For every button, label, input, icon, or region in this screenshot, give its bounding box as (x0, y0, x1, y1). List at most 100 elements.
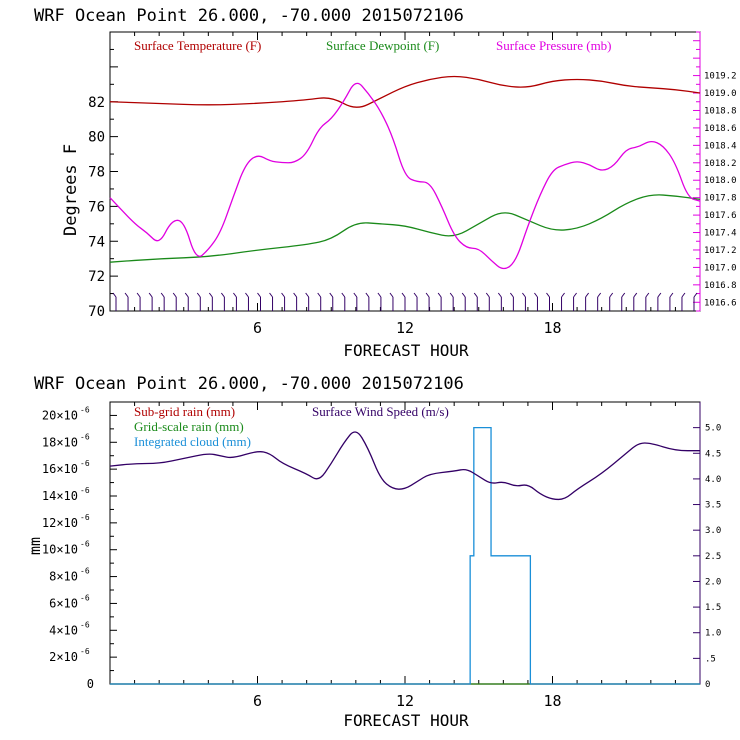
wind-barb-flag (341, 292, 346, 298)
y2-tick-label: 1017.4 (704, 229, 737, 239)
y2-tick-label: 1016.8 (704, 281, 737, 291)
bottom-legend: Sub-grid rain (mm) Surface Wind Speed (m… (134, 404, 449, 449)
wind-barb-flag (220, 292, 225, 298)
wind-barb-flag (377, 292, 382, 298)
top-chart-title: WRF Ocean Point 26.000, -70.000 20150721… (34, 6, 464, 26)
y2-tick-label: 1019.0 (704, 89, 737, 99)
bottom-chart-title: WRF Ocean Point 26.000, -70.000 20150721… (34, 374, 464, 394)
wind-barb-flag (573, 292, 577, 298)
y-tick-label: 2×10 (49, 650, 78, 664)
y2-tick-label: 3.5 (705, 501, 721, 511)
y2-tick-label: 1.0 (705, 629, 721, 639)
wind-barb-flag (269, 292, 273, 298)
wind-barb-flag (425, 292, 430, 298)
wind-barb-flag (597, 292, 602, 298)
top-right-axis: 1016.6 1016.8 1017.0 1017.2 1017.4 1017.6 1017… (693, 31, 737, 312)
y2-tick-label: 1016.6 (704, 298, 737, 308)
wind-barb-flag (681, 292, 686, 298)
x-tick-label: 6 (253, 692, 262, 710)
wind-barb-flag (546, 292, 550, 298)
pressure-line (109, 82, 701, 270)
y-tick-exponent: -6 (80, 486, 90, 495)
y-tick-label: 20×10 (42, 408, 78, 422)
y-tick-exponent: -6 (80, 620, 90, 629)
wind-barbs (112, 292, 698, 311)
y2-tick-label: 1018.4 (704, 141, 737, 151)
y-tick-label: 14×10 (42, 489, 78, 503)
wind-barb-flag (497, 292, 502, 298)
y-tick-label: 72 (88, 269, 105, 285)
integrated-cloud-line (110, 426, 700, 685)
temperature-line (109, 75, 701, 108)
legend-dewpoint: Surface Dewpoint (F) (326, 38, 439, 53)
wind-barb-flag (208, 292, 213, 298)
legend-pressure: Surface Pressure (mb) (496, 38, 612, 53)
wind-speed-line (109, 431, 700, 501)
wind-barb-flag (281, 292, 285, 298)
wind-barb-flag (329, 292, 334, 298)
y-tick-label: 10×10 (42, 543, 78, 557)
wind-barb-flag (196, 292, 201, 298)
y2-tick-label: 1018.2 (704, 159, 737, 169)
y-tick-label: 18×10 (42, 435, 78, 449)
wind-barb-flag (461, 292, 466, 298)
y2-tick-label: 1017.2 (704, 246, 737, 256)
y-tick-label: 70 (88, 304, 105, 320)
top-legend: Surface Temperature (F) Surface Dewpoint… (134, 38, 612, 53)
legend-integrated-cloud: Integrated cloud (mm) (134, 434, 251, 449)
y-tick-exponent: -6 (80, 513, 90, 522)
y-tick-label: 76 (88, 199, 105, 215)
legend-wind-speed: Surface Wind Speed (m/s) (312, 404, 449, 419)
wind-barb-flag (172, 292, 177, 298)
top-x-axis-label: FORECAST HOUR (343, 341, 469, 360)
wind-barb-flag (413, 292, 418, 298)
wind-barb-flag (112, 292, 117, 298)
y-tick-label: 78 (88, 165, 105, 181)
wind-barb-flag (184, 292, 189, 298)
y2-tick-label: 1017.6 (704, 211, 737, 221)
y2-tick-label: 4.0 (705, 475, 721, 485)
bottom-x-axis-label: FORECAST HOUR (343, 711, 469, 730)
bottom-y-axis-label: mm (26, 537, 44, 555)
wind-barb-flag (245, 292, 249, 298)
x-tick-label: 18 (543, 319, 561, 337)
bottom-series-lines (109, 426, 700, 685)
y2-tick-label: 1.5 (705, 603, 721, 613)
y-tick-label: 80 (88, 130, 105, 146)
top-y-axis-label: Degrees F (61, 144, 81, 236)
wind-barb-flag (693, 292, 698, 298)
y-tick-exponent: -6 (80, 540, 90, 549)
y-tick-label: 12×10 (42, 516, 78, 530)
wind-barb-flag (669, 292, 674, 298)
wind-barb-flag (317, 292, 322, 298)
wind-barb-flag (437, 292, 442, 298)
wind-barb-flag (522, 292, 526, 298)
wind-barb-flag (233, 292, 237, 298)
wind-barb-flag (305, 292, 310, 298)
y-tick-exponent: -6 (80, 432, 90, 441)
wind-barb-flag (534, 292, 538, 298)
y2-tick-label: 3.0 (705, 526, 721, 536)
wind-barb-flag (473, 292, 478, 298)
bottom-right-axis: 0 .5 1.0 1.5 2.0 2.5 3.0 3.5 4.0 4.5 5.0 (693, 402, 721, 690)
wind-barb-flag (353, 292, 358, 298)
y-tick-label: 82 (88, 95, 105, 111)
wind-barb-flag (561, 292, 565, 298)
y-tick-label: 6×10 (49, 596, 78, 610)
y-tick-exponent: -6 (80, 405, 90, 414)
y2-tick-label: 1017.0 (704, 263, 737, 273)
y2-tick-label: 2.5 (705, 552, 721, 562)
y2-tick-label: 0 (705, 680, 710, 690)
y-tick-label: 74 (88, 234, 105, 250)
top-series-lines (109, 75, 701, 270)
y-tick-exponent: -6 (80, 459, 90, 468)
x-tick-label: 18 (543, 692, 561, 710)
wind-barb-flag (136, 292, 141, 298)
y2-tick-label: 1018.0 (704, 176, 737, 186)
wind-barb-flag (293, 292, 298, 298)
dewpoint-line (109, 194, 701, 263)
y-tick-label: 4×10 (49, 623, 78, 637)
legend-temperature: Surface Temperature (F) (134, 38, 261, 53)
legend-gridscale-rain: Grid-scale rain (mm) (134, 419, 244, 434)
x-tick-label: 12 (396, 692, 414, 710)
